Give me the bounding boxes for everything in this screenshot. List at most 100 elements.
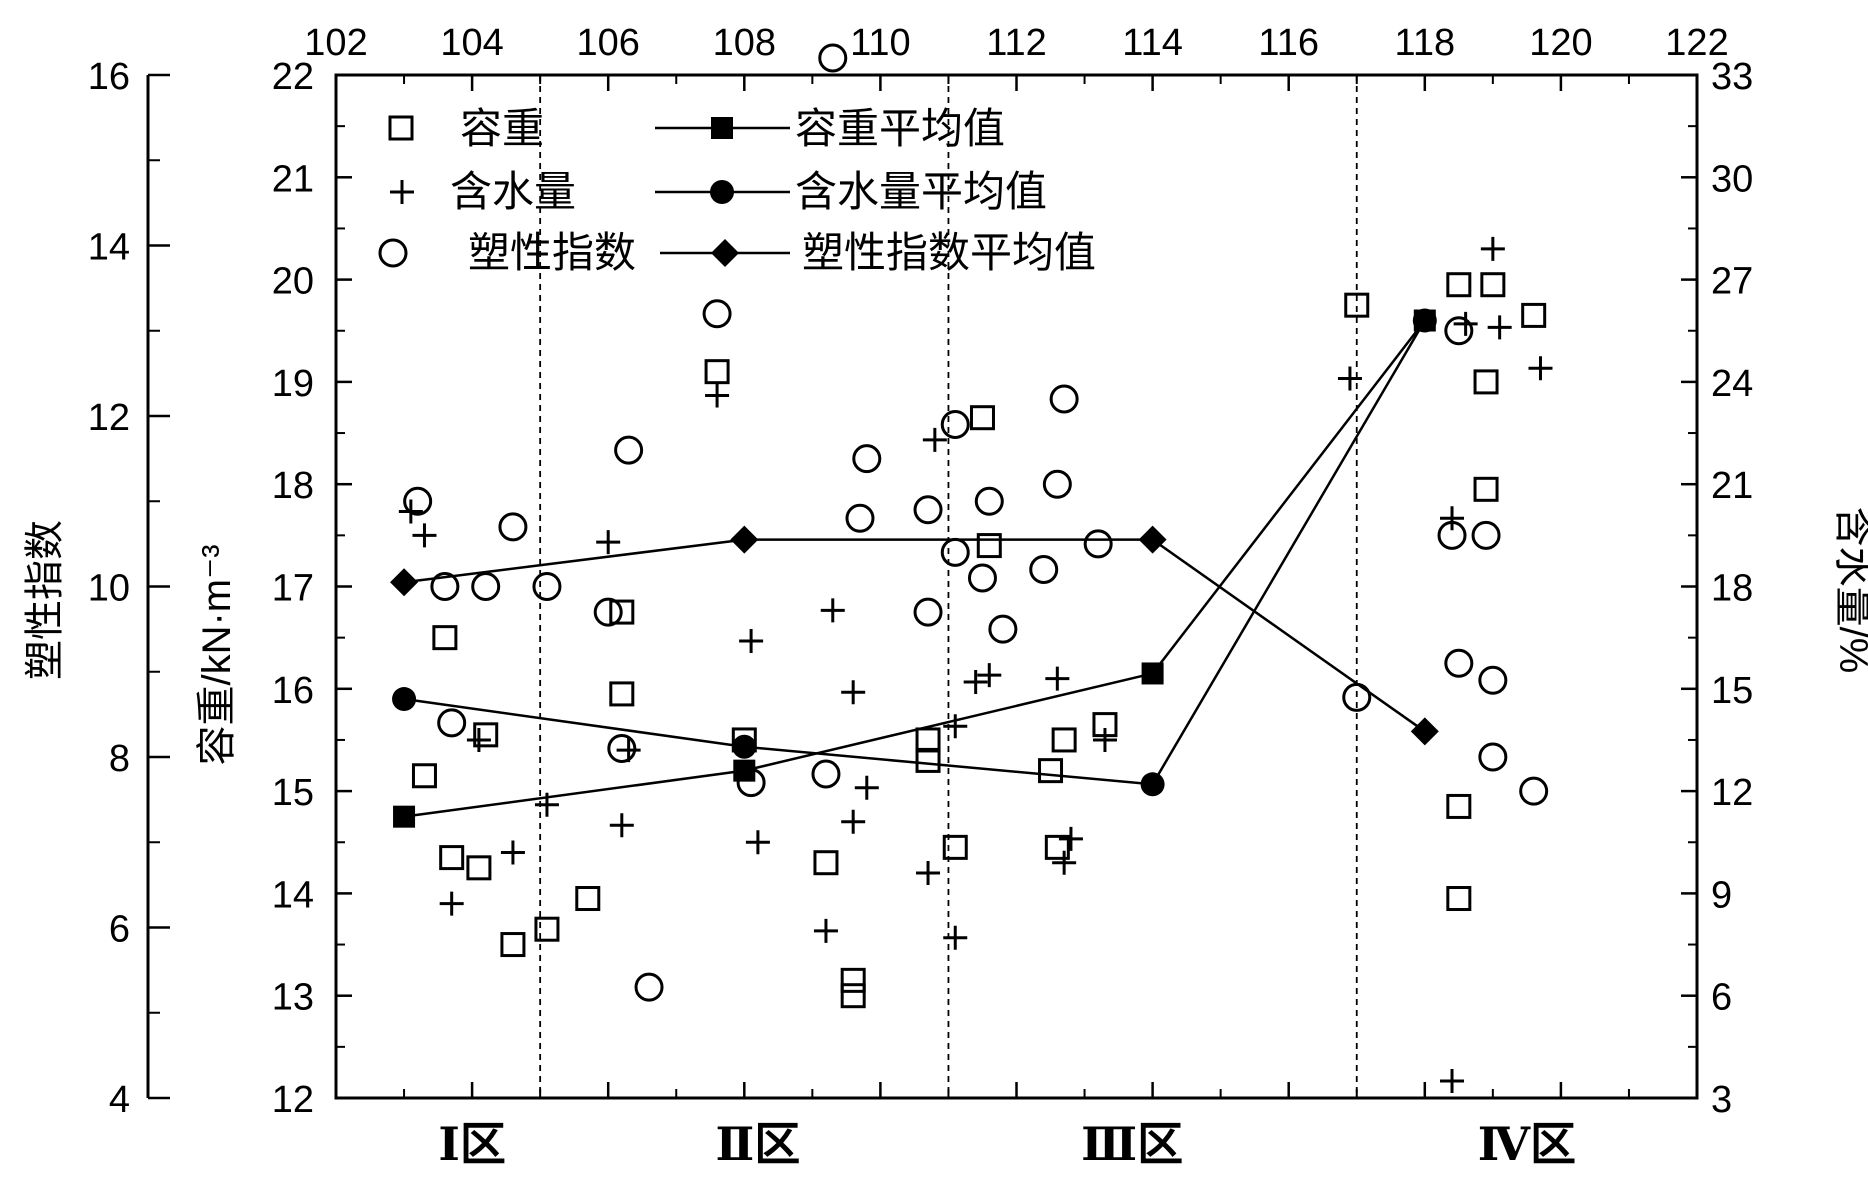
bulk-density-point bbox=[1446, 886, 1472, 912]
plasticity-average-line bbox=[403, 538, 1426, 733]
bulk-density-point bbox=[439, 845, 465, 871]
bulk-density-point bbox=[500, 932, 526, 958]
y-axis-title-moisture: 含水量/% bbox=[1831, 507, 1868, 674]
y-bulk-tick-label: 19 bbox=[272, 363, 314, 405]
bulk-density-point bbox=[1051, 727, 1077, 753]
moisture-point bbox=[1440, 506, 1465, 531]
moisture-average-marker bbox=[392, 687, 417, 712]
plasticity-point bbox=[1437, 520, 1467, 550]
bulk-density-point bbox=[1473, 476, 1499, 502]
plasticity-point bbox=[1519, 776, 1549, 806]
bulk-density-point bbox=[969, 405, 995, 431]
bulk-density-average-line bbox=[403, 319, 1426, 818]
x-top-tick-label: 112 bbox=[986, 22, 1047, 64]
x-top-tick-label: 118 bbox=[1395, 22, 1456, 64]
bulk-density-point bbox=[1446, 272, 1472, 298]
plasticity-point bbox=[1478, 665, 1508, 695]
x-top-tick-label: 120 bbox=[1529, 22, 1592, 64]
x-top-tick-label: 106 bbox=[576, 22, 639, 64]
x-top-tick-label: 104 bbox=[440, 22, 503, 64]
bulk-density-point bbox=[840, 967, 866, 993]
moisture-point bbox=[841, 809, 866, 834]
moisture-point bbox=[977, 663, 1002, 688]
bulk-density-point bbox=[534, 916, 560, 942]
bulk-density-point bbox=[1480, 272, 1506, 298]
plasticity-point bbox=[1478, 742, 1508, 772]
moisture-average-marker bbox=[732, 734, 757, 759]
legend-label-pi-avg: 塑性指数平均值 bbox=[802, 229, 1096, 276]
moisture-point bbox=[609, 813, 634, 838]
moisture-point bbox=[1045, 666, 1070, 691]
plasticity-point bbox=[614, 435, 644, 465]
moisture-point bbox=[1440, 1068, 1465, 1093]
moisture-point bbox=[466, 727, 491, 752]
y-moisture-tick-label: 3 bbox=[1711, 1079, 1732, 1121]
region-label: Ⅳ区 bbox=[1478, 1119, 1576, 1170]
y-plasticity-tick-label: 8 bbox=[109, 738, 130, 780]
bulk-density-point bbox=[432, 625, 458, 651]
y-moisture-tick-label: 12 bbox=[1711, 772, 1753, 814]
x-top-tick-label: 122 bbox=[1665, 22, 1728, 64]
moisture-point bbox=[1337, 366, 1362, 391]
plasticity-point bbox=[1083, 529, 1113, 559]
x-top-tick-label: 108 bbox=[713, 22, 776, 64]
bulk-density-point bbox=[1044, 834, 1070, 860]
moisture-average-line bbox=[403, 319, 1426, 786]
bulk-density-point bbox=[915, 747, 941, 773]
legend-label-bulk: 容重 bbox=[460, 105, 544, 152]
legend-entry-pi: 塑性指数 bbox=[378, 229, 636, 276]
plasticity-point bbox=[967, 563, 997, 593]
moisture-point bbox=[1487, 315, 1512, 340]
legend-marker-moist-avg bbox=[710, 180, 734, 204]
moisture-point bbox=[1092, 727, 1117, 752]
bulk-density-average-marker bbox=[393, 805, 416, 828]
moisture-point bbox=[963, 669, 988, 694]
legend-label-moist: 含水量 bbox=[450, 168, 576, 215]
plasticity-point bbox=[403, 486, 433, 516]
bulk-density-point bbox=[840, 983, 866, 1009]
plasticity-point bbox=[437, 708, 467, 738]
y-plasticity-tick-label: 10 bbox=[88, 568, 130, 610]
bulk-density-point bbox=[704, 359, 730, 385]
x-top-tick-label: 102 bbox=[304, 22, 367, 64]
legend: 容重 容重平均值 含水量 含水量平均值 塑性指数 塑性指数平均值 bbox=[378, 105, 1096, 276]
moisture-point bbox=[820, 598, 845, 623]
plasticity-point bbox=[498, 512, 528, 542]
x-top-tick-label: 110 bbox=[850, 22, 911, 64]
plasticity-average-marker bbox=[1410, 717, 1439, 746]
y-plasticity-tick-label: 4 bbox=[109, 1079, 130, 1121]
y-moisture-tick-label: 9 bbox=[1711, 874, 1732, 916]
region-label: Ⅰ区 bbox=[438, 1119, 506, 1170]
y-bulk-tick-label: 14 bbox=[272, 874, 314, 916]
moisture-point bbox=[439, 891, 464, 916]
moisture-point bbox=[1480, 236, 1505, 261]
y-bulk-tick-label: 20 bbox=[272, 261, 314, 303]
legend-entry-moist-avg: 含水量平均值 bbox=[655, 168, 1047, 215]
plasticity-point bbox=[913, 597, 943, 627]
y-moisture-tick-label: 15 bbox=[1711, 670, 1753, 712]
y-axis-title-plasticity: 塑性指数 bbox=[23, 520, 67, 680]
legend-marker-pi bbox=[378, 238, 408, 268]
plasticity-point bbox=[852, 444, 882, 474]
moisture-point bbox=[1058, 826, 1083, 851]
y-bulk-tick-label: 17 bbox=[272, 568, 314, 610]
y-bulk-tick-label: 15 bbox=[272, 772, 314, 814]
legend-marker-moist bbox=[390, 180, 414, 204]
plasticity-point bbox=[430, 572, 460, 601]
y-moisture-tick-label: 21 bbox=[1711, 465, 1753, 507]
legend-entry-bulk: 容重 bbox=[388, 105, 544, 152]
moisture-point bbox=[1453, 311, 1478, 336]
bulk-density-point bbox=[976, 533, 1002, 559]
plasticity-point bbox=[1444, 316, 1474, 346]
moisture-point bbox=[412, 523, 437, 548]
plasticity-point bbox=[988, 614, 1018, 644]
y-plasticity-tick-label: 14 bbox=[88, 227, 130, 269]
plasticity-point bbox=[1029, 554, 1059, 584]
y-moisture-tick-label: 6 bbox=[1711, 977, 1732, 1019]
bulk-density-point bbox=[1038, 758, 1064, 784]
plasticity-point bbox=[1042, 469, 1072, 499]
plasticity-point bbox=[1049, 384, 1079, 414]
x-top-tick-label: 116 bbox=[1258, 22, 1319, 64]
